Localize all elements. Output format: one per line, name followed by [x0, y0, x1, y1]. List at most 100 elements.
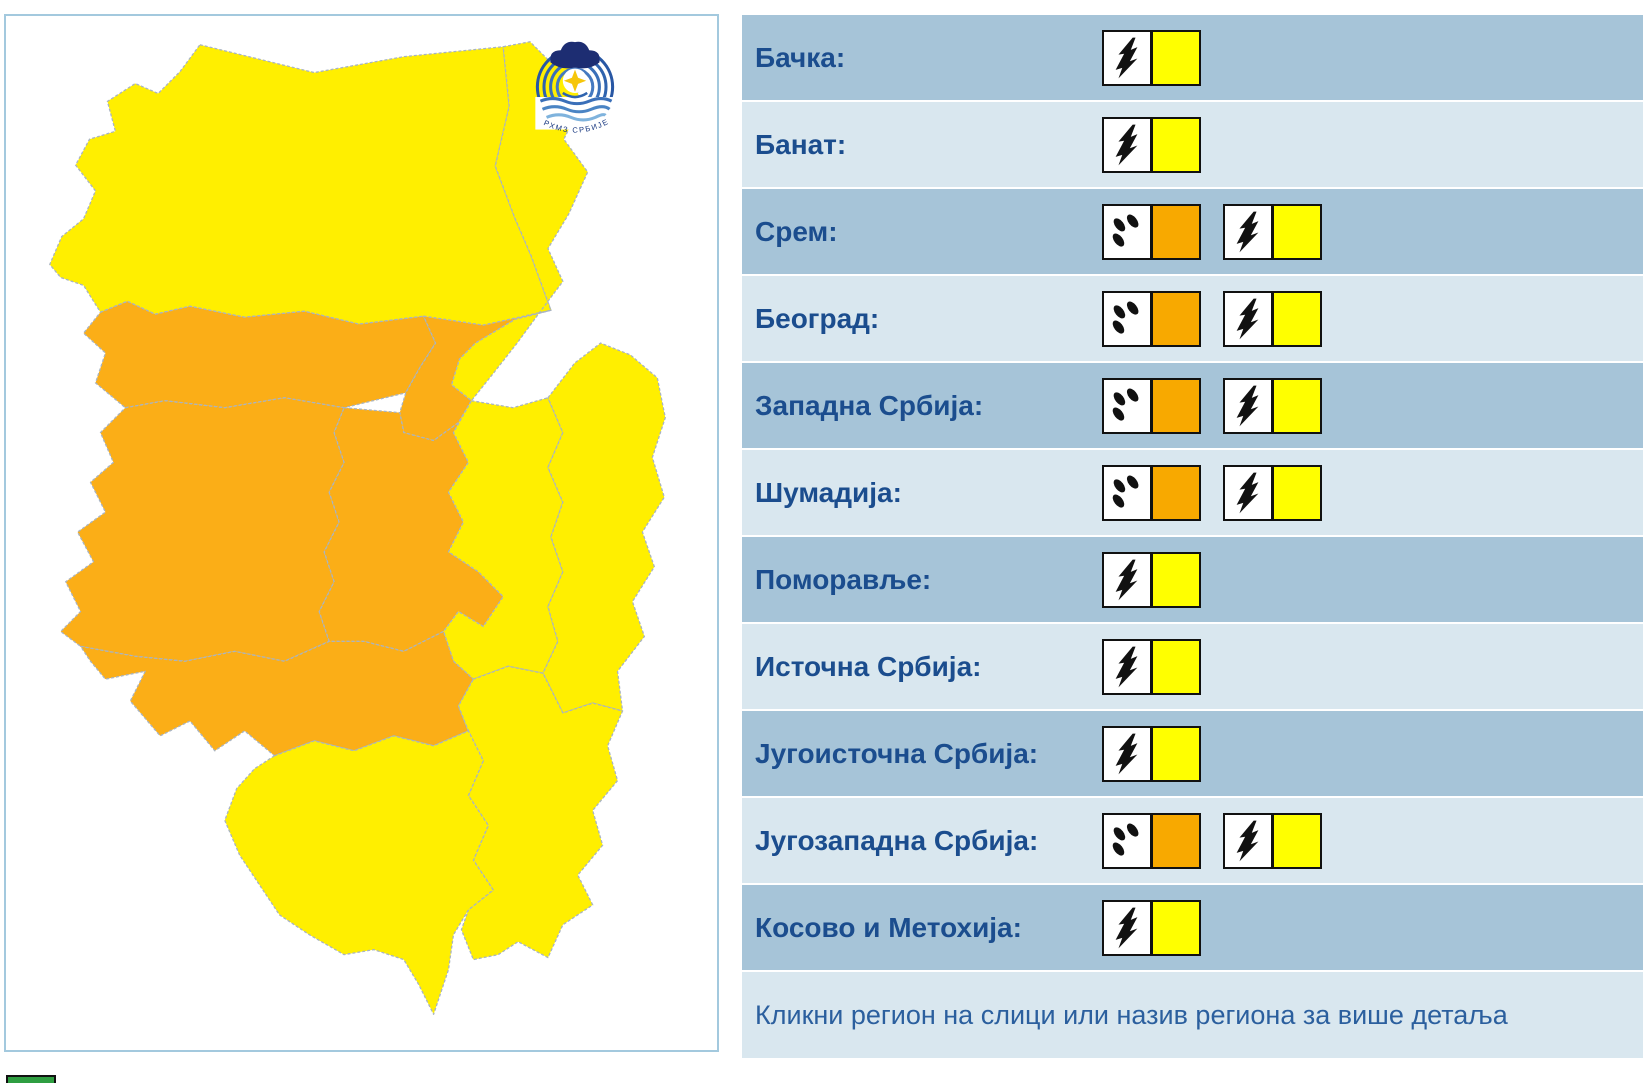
- warning-type-cell: [1104, 466, 1153, 519]
- thunder-icon: [1115, 733, 1138, 775]
- warning-indicators: [1102, 464, 1322, 521]
- warning-level-cell: [1274, 814, 1320, 867]
- thunder-icon: [1115, 559, 1138, 601]
- region-name-link[interactable]: Београд:: [755, 302, 880, 334]
- map-region-istocna-srbija[interactable]: [542, 342, 666, 714]
- region-name-link[interactable]: Западна Србија:: [755, 389, 984, 421]
- rain-icon: [1110, 299, 1141, 336]
- warning-indicators: [1102, 725, 1201, 782]
- warning-type-cell: [1104, 31, 1153, 84]
- warning-type-cell: [1104, 205, 1153, 258]
- warning-level-cell: [1153, 205, 1199, 258]
- rain-icon: [1110, 212, 1141, 249]
- map-region-backa[interactable]: [49, 44, 552, 326]
- warning-indicators: [1102, 377, 1322, 434]
- thunder-icon: [1236, 298, 1259, 340]
- warning-type-cell: [1104, 727, 1153, 780]
- serbia-map: [49, 41, 666, 1015]
- warning-indicator: [1102, 812, 1201, 869]
- warning-level-cell: [1153, 553, 1199, 606]
- warning-level-cell: [1153, 118, 1199, 171]
- warning-row: Банат:: [742, 102, 1643, 187]
- warning-indicator: [1102, 464, 1201, 521]
- map-region-banat[interactable]: [450, 41, 589, 402]
- warning-indicators: [1102, 899, 1201, 956]
- warning-indicators: [1102, 551, 1201, 608]
- warning-indicators: [1102, 638, 1201, 695]
- warning-indicator: [1223, 812, 1322, 869]
- warning-level-cell: [1153, 466, 1199, 519]
- thunder-icon: [1236, 820, 1259, 862]
- thunder-icon: [1115, 37, 1138, 79]
- thunder-icon: [1236, 385, 1259, 427]
- warning-indicators: [1102, 29, 1201, 86]
- warning-type-cell: [1225, 379, 1274, 432]
- map-region-zapadna-srbija[interactable]: [60, 397, 345, 662]
- thunder-icon: [1115, 646, 1138, 688]
- map-region-kosovo-i-metohija[interactable]: [224, 730, 494, 1015]
- warning-type-cell: [1225, 466, 1274, 519]
- warning-row: Косово и Метохија:: [742, 885, 1643, 970]
- thunder-icon: [1236, 472, 1259, 514]
- region-name-link[interactable]: Срем:: [755, 215, 838, 247]
- region-name-link[interactable]: Бачка:: [755, 41, 846, 73]
- map-region-beograd[interactable]: [399, 309, 552, 442]
- warning-indicator: [1102, 725, 1201, 782]
- region-name-link[interactable]: Шумадија:: [755, 476, 902, 508]
- warning-indicators: [1102, 812, 1322, 869]
- warning-indicator: [1102, 29, 1201, 86]
- warning-level-cell: [1153, 379, 1199, 432]
- warning-indicators: [1102, 116, 1201, 173]
- warning-indicator: [1102, 377, 1201, 434]
- warning-level-cell: [1153, 292, 1199, 345]
- region-name-link[interactable]: Југозападна Србија:: [755, 824, 1039, 856]
- region-name-link[interactable]: Источна Србија:: [755, 650, 982, 682]
- warning-type-cell: [1225, 814, 1274, 867]
- warning-type-cell: [1104, 640, 1153, 693]
- warning-row: Београд:: [742, 276, 1643, 361]
- legend-green-swatch: [6, 1075, 56, 1083]
- warning-row: Југоисточна Србија:: [742, 711, 1643, 796]
- warning-indicator: [1102, 638, 1201, 695]
- warning-indicator: [1223, 464, 1322, 521]
- warning-type-cell: [1104, 901, 1153, 954]
- table-footer-hint: Кликни регион на слици или назив региона…: [742, 972, 1643, 1058]
- warning-type-cell: [1104, 379, 1153, 432]
- warning-level-cell: [1153, 31, 1199, 84]
- warning-level-cell: [1153, 814, 1199, 867]
- warning-indicator: [1223, 290, 1322, 347]
- warning-indicators: [1102, 290, 1322, 347]
- warning-type-cell: [1104, 292, 1153, 345]
- warning-row: Шумадија:: [742, 450, 1643, 535]
- rain-icon: [1110, 821, 1141, 858]
- warning-level-cell: [1153, 901, 1199, 954]
- map-region-jugoistocna-srbija[interactable]: [457, 665, 624, 961]
- warning-indicators: [1102, 203, 1322, 260]
- warning-row: Срем:: [742, 189, 1643, 274]
- warning-row: Бачка:: [742, 15, 1643, 100]
- rain-icon: [1110, 386, 1141, 423]
- thunder-icon: [1115, 124, 1138, 166]
- region-name-link[interactable]: Банат:: [755, 128, 847, 160]
- warning-indicator: [1223, 203, 1322, 260]
- region-name-link[interactable]: Косово и Метохија:: [755, 911, 1022, 943]
- warning-level-cell: [1274, 379, 1320, 432]
- warning-indicator: [1102, 203, 1201, 260]
- region-name-link[interactable]: Југоисточна Србија:: [755, 737, 1039, 769]
- warning-type-cell: [1104, 118, 1153, 171]
- warning-indicator: [1102, 899, 1201, 956]
- rhmz-logo: РХМЗ СРБИЈЕ: [535, 41, 615, 135]
- map-region-pomoravlje[interactable]: [442, 397, 564, 680]
- warning-indicator: [1102, 116, 1201, 173]
- warning-row: Источна Србија:: [742, 624, 1643, 709]
- warning-type-cell: [1225, 205, 1274, 258]
- warning-indicator: [1223, 377, 1322, 434]
- warning-type-cell: [1104, 553, 1153, 606]
- serbia-warning-map-panel: РХМЗ СРБИЈЕ: [4, 14, 719, 1052]
- warning-indicator: [1102, 551, 1201, 608]
- region-name-link[interactable]: Поморавље:: [755, 563, 932, 595]
- warning-level-cell: [1274, 205, 1320, 258]
- warning-level-cell: [1274, 292, 1320, 345]
- warning-indicator: [1102, 290, 1201, 347]
